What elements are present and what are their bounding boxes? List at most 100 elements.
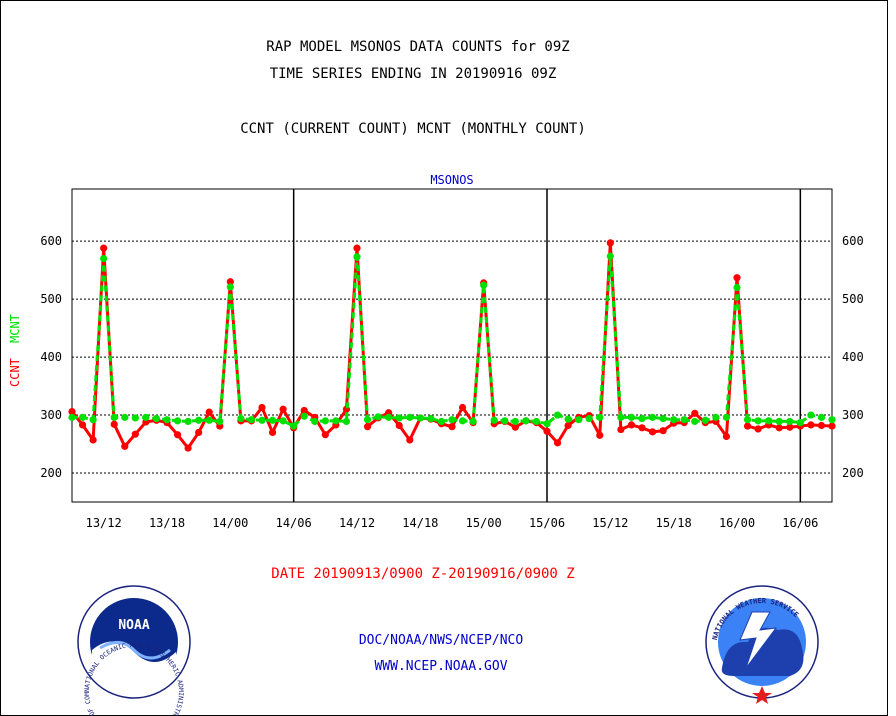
- data-point-mcnt: [268, 416, 277, 424]
- x-tick-label: 16/06: [782, 516, 818, 530]
- chart-subtitle: CCNT (CURRENT COUNT) MCNT (MONTHLY COUNT…: [240, 121, 586, 137]
- data-point-ccnt: [121, 442, 129, 450]
- chart-title-line1: RAP MODEL MSONOS DATA COUNTS for 09Z: [266, 39, 569, 55]
- data-point-ccnt: [89, 436, 97, 444]
- y-tick-label: 500: [842, 292, 864, 306]
- data-point-mcnt: [522, 417, 530, 425]
- data-point-mcnt: [648, 413, 657, 421]
- data-point-mcnt: [184, 417, 192, 426]
- data-point-mcnt: [448, 416, 456, 424]
- data-point-mcnt: [395, 414, 403, 422]
- x-tick-label: 16/00: [719, 516, 755, 530]
- data-point-ccnt: [321, 431, 329, 439]
- data-point-ccnt: [395, 421, 403, 430]
- data-point-mcnt: [406, 413, 414, 421]
- x-tick-label: 13/18: [149, 516, 185, 530]
- data-point-mcnt: [817, 413, 826, 421]
- data-point-mcnt: [469, 417, 477, 426]
- data-point-mcnt: [363, 416, 372, 424]
- data-point-ccnt: [195, 428, 203, 437]
- data-point-mcnt: [754, 417, 762, 425]
- data-point-mcnt: [237, 414, 245, 423]
- data-point-ccnt: [458, 403, 467, 412]
- data-point-mcnt: [374, 413, 382, 421]
- x-tick-label: 14/06: [276, 516, 312, 530]
- data-point-mcnt: [458, 417, 467, 425]
- y-label-ccnt: CCNT: [8, 358, 22, 387]
- data-point-ccnt: [131, 430, 139, 438]
- data-point-mcnt: [564, 415, 572, 423]
- data-point-mcnt: [195, 416, 203, 424]
- data-point-mcnt: [427, 414, 435, 423]
- data-point-ccnt: [596, 431, 604, 439]
- data-point-mcnt: [163, 416, 171, 424]
- data-point-mcnt: [585, 414, 593, 423]
- chart-title-line2: TIME SERIES ENDING IN 20190916 09Z: [270, 66, 557, 82]
- data-point-ccnt: [691, 409, 699, 417]
- data-point-mcnt: [480, 281, 488, 289]
- data-point-mcnt: [501, 417, 509, 425]
- data-point-ccnt: [268, 428, 277, 437]
- data-point-mcnt: [385, 413, 393, 421]
- data-point-ccnt: [648, 428, 657, 436]
- data-point-ccnt: [807, 421, 815, 429]
- data-point-mcnt: [342, 417, 351, 426]
- data-point-mcnt: [321, 417, 329, 425]
- data-point-ccnt: [553, 439, 562, 447]
- data-point-mcnt: [258, 416, 266, 424]
- x-tick-label: 15/00: [466, 516, 502, 530]
- y-tick-label: 400: [40, 350, 62, 364]
- data-point-ccnt: [564, 421, 572, 430]
- data-point-ccnt: [828, 422, 836, 430]
- data-point-ccnt: [511, 423, 519, 431]
- data-point-ccnt: [205, 408, 213, 416]
- data-point-mcnt: [78, 413, 87, 421]
- data-point-mcnt: [733, 283, 741, 292]
- data-point-mcnt: [627, 413, 636, 421]
- y-gridlines: [72, 240, 832, 474]
- x-tick-label: 14/18: [402, 516, 438, 530]
- data-point-mcnt: [575, 416, 583, 424]
- plot-title: MSONOS: [430, 173, 473, 187]
- data-point-mcnt: [670, 416, 678, 424]
- data-point-ccnt: [406, 436, 414, 444]
- data-point-mcnt: [638, 414, 646, 423]
- data-point-mcnt: [121, 413, 129, 421]
- data-point-ccnt: [754, 425, 762, 433]
- day-separators: [292, 189, 802, 502]
- y-tick-label: 600: [40, 234, 62, 248]
- data-point-mcnt: [680, 416, 688, 424]
- data-point-ccnt: [68, 407, 76, 416]
- y-tick-label: 500: [40, 292, 62, 306]
- data-point-mcnt: [553, 411, 562, 419]
- data-point-mcnt: [311, 417, 319, 426]
- data-point-ccnt: [786, 423, 794, 431]
- date-range-label: DATE 20190913/0900 Z-20190916/0900 Z: [271, 566, 574, 582]
- data-point-mcnt: [173, 417, 182, 425]
- data-point-mcnt: [437, 417, 446, 426]
- data-point-ccnt: [110, 420, 118, 428]
- data-point-mcnt: [100, 254, 108, 263]
- data-point-ccnt: [606, 239, 614, 247]
- data-point-ccnt: [353, 244, 361, 252]
- data-point-ccnt: [448, 423, 456, 431]
- data-point-mcnt: [712, 413, 720, 421]
- x-tick-label: 14/12: [339, 516, 375, 530]
- data-point-mcnt: [290, 422, 298, 430]
- data-point-mcnt: [796, 418, 804, 427]
- data-point-ccnt: [659, 427, 667, 435]
- data-point-mcnt: [205, 416, 213, 424]
- plot-frame: [71, 188, 833, 503]
- data-point-mcnt: [332, 417, 340, 425]
- data-point-ccnt: [78, 421, 87, 429]
- data-point-mcnt: [807, 411, 815, 419]
- data-point-mcnt: [828, 416, 836, 424]
- data-point-mcnt: [490, 416, 498, 424]
- data-point-ccnt: [733, 274, 741, 282]
- x-tick-label: 15/18: [656, 516, 692, 530]
- data-point-mcnt: [216, 417, 224, 426]
- data-point-ccnt: [722, 432, 731, 441]
- y-tick-label: 200: [40, 466, 62, 480]
- data-point-mcnt: [89, 416, 97, 424]
